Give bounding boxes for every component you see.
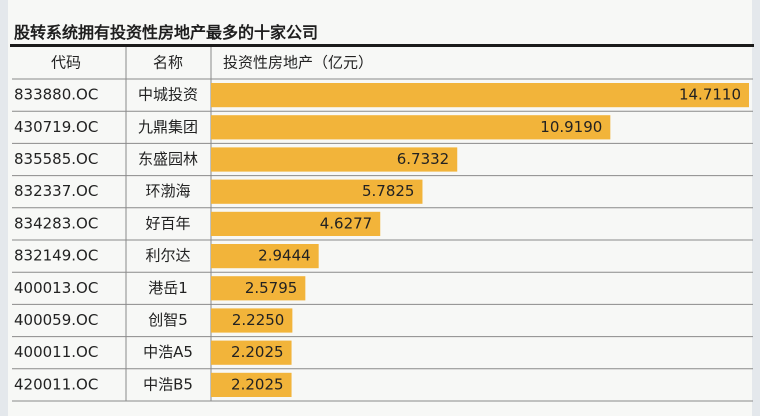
row-name: 环渤海 (145, 182, 190, 200)
row-name: 九鼎集团 (138, 118, 198, 136)
bar-value-label: 14.7110 (679, 86, 741, 104)
bar (211, 147, 458, 172)
row-code: 400011.OC (14, 343, 98, 361)
row-name: 好百年 (145, 214, 190, 232)
bar-value-label: 2.5795 (245, 279, 298, 297)
row-code: 420011.OC (14, 375, 98, 393)
bar-value-label: 6.7332 (397, 150, 450, 168)
bar-value-label: 4.6277 (320, 214, 373, 232)
bar (211, 308, 293, 333)
chart-title: 股转系统拥有投资性房地产最多的十家公司 (14, 23, 319, 42)
row-name: 港岳1 (148, 279, 188, 297)
row-name: 中城投资 (138, 86, 198, 104)
bar-value-label: 2.2025 (231, 343, 284, 361)
row-name: 创智5 (148, 311, 188, 329)
row-code: 835585.OC (14, 150, 98, 168)
row-code: 430719.OC (14, 118, 98, 136)
bar (211, 83, 749, 108)
row-code: 832337.OC (14, 182, 98, 200)
bar-value-label: 5.7825 (362, 182, 415, 200)
row-code: 833880.OC (14, 86, 98, 104)
bar (211, 244, 319, 269)
bar (211, 179, 423, 204)
header-code: 代码 (51, 54, 81, 72)
row-code: 834283.OC (14, 214, 98, 232)
row-name: 利尔达 (145, 247, 190, 265)
header-name: 名称 (153, 54, 183, 72)
bar (211, 276, 306, 301)
row-code: 832149.OC (14, 247, 98, 265)
bar-value-label: 2.2025 (231, 375, 284, 393)
row-name: 东盛园林 (138, 150, 198, 168)
bar-value-label: 2.9444 (258, 247, 311, 265)
title-rule (10, 44, 754, 47)
row-code: 400013.OC (14, 279, 98, 297)
row-name: 中浩B5 (143, 375, 193, 393)
bars (211, 83, 749, 397)
bar (211, 115, 611, 140)
bar-value-label: 10.9190 (540, 118, 602, 136)
labels: 代码 名称 投资性房地产（亿元） 833880.OC 中城投资 14.7110 430719… (14, 54, 741, 394)
row-code: 400059.OC (14, 311, 98, 329)
bar (211, 211, 381, 236)
bar-value-label: 2.2250 (232, 311, 285, 329)
bar (211, 340, 292, 365)
row-name: 中浩A5 (143, 343, 193, 361)
bar (211, 372, 292, 397)
header-value: 投资性房地产（亿元） (223, 54, 373, 72)
